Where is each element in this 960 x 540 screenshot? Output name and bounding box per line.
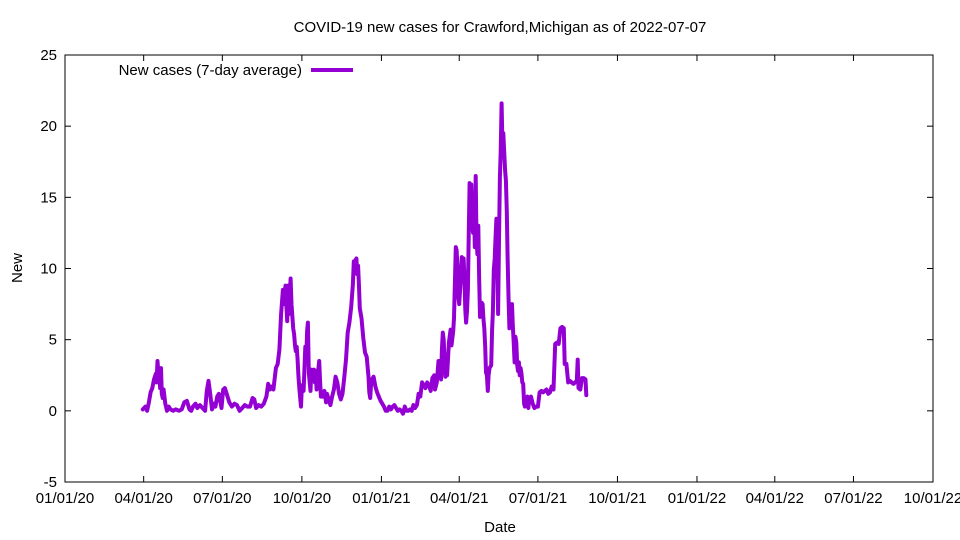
legend-label: New cases (7-day average) xyxy=(119,62,302,79)
y-tick-label: 15 xyxy=(40,189,57,206)
plot-frame xyxy=(64,54,934,483)
y-tick-label: 25 xyxy=(40,47,57,64)
y-tick-label: 0 xyxy=(49,403,57,420)
y-tick-label: -5 xyxy=(44,474,57,491)
x-tick-labels: 01/01/20 04/01/20 07/01/20 10/01/20 01/01/21… xyxy=(36,490,960,507)
x-tick-label: 07/01/21 xyxy=(509,490,567,507)
x-tick-label: 01/01/21 xyxy=(352,490,410,507)
x-axis-label: Date xyxy=(484,519,516,536)
chart-title: COVID-19 new cases for Crawford,Michigan… xyxy=(294,19,707,36)
series-line-new-cases xyxy=(140,101,589,416)
y-axis-label: New xyxy=(9,253,26,283)
x-tick-label: 10/01/20 xyxy=(273,490,331,507)
x-tick-label: 04/01/22 xyxy=(746,490,804,507)
y-tick-label: 10 xyxy=(40,261,57,278)
x-tick-label: 01/01/22 xyxy=(668,490,726,507)
x-tick-label: 04/01/21 xyxy=(430,490,488,507)
y-tick-label: 5 xyxy=(49,332,57,349)
x-tick-label: 10/01/22 xyxy=(904,490,960,507)
x-tick-label: 01/01/20 xyxy=(36,490,94,507)
y-tick-label: 20 xyxy=(40,118,57,135)
x-tick-label: 07/01/22 xyxy=(824,490,882,507)
x-tick-label: 10/01/21 xyxy=(588,490,646,507)
x-tick-label: 04/01/20 xyxy=(114,490,172,507)
y-tick-labels: -5 0 5 10 15 20 25 xyxy=(40,47,57,491)
x-tick-label: 07/01/20 xyxy=(193,490,251,507)
legend: New cases (7-day average) xyxy=(119,62,353,79)
